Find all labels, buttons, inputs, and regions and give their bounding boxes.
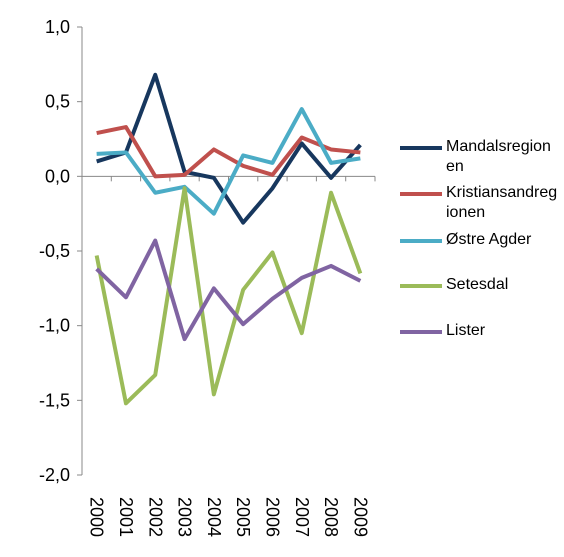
y-tick-label: 0,0	[45, 166, 70, 186]
series-line	[96, 125, 361, 179]
x-tick-label: 2006	[262, 497, 282, 537]
series-line	[95, 238, 362, 342]
series-line	[94, 186, 363, 406]
x-tick-label: 2008	[321, 497, 341, 537]
x-tick-label: 2001	[116, 497, 136, 537]
legend-swatch	[400, 146, 442, 150]
x-tick-label: 2000	[87, 497, 107, 537]
series-line	[96, 107, 361, 216]
x-tick-label: 2005	[233, 497, 253, 537]
legend-item: Mandalsregionen	[400, 137, 558, 177]
legend-item: Lister	[400, 321, 558, 341]
x-tick-label: 2009	[350, 497, 370, 537]
legend-swatch	[400, 330, 442, 334]
x-tick-label: 2007	[292, 497, 312, 537]
y-tick-label: -1,0	[39, 316, 70, 336]
y-tick-label: 0,5	[45, 92, 70, 112]
legend-label: Lister	[446, 322, 486, 339]
x-tick-label: 2004	[204, 497, 224, 537]
legend-swatch	[400, 192, 442, 196]
x-tick-label: 2003	[175, 497, 195, 537]
y-tick-label: 1,0	[45, 17, 70, 37]
y-tick-label: -1,5	[39, 390, 70, 410]
x-tick-label: 2002	[145, 497, 165, 537]
legend-item: Kristiansandregionen	[400, 183, 558, 223]
legend-swatch	[400, 239, 442, 243]
legend-item: Østre Agder	[400, 230, 558, 250]
legend-item: Setesdal	[400, 275, 558, 295]
legend-label: Setesdal	[446, 276, 509, 293]
series-line	[96, 72, 362, 225]
y-tick-label: -2,0	[39, 465, 70, 485]
legend-label: Kristiansandregionen	[446, 184, 558, 221]
y-tick-label: -0,5	[39, 241, 70, 261]
legend-label: Østre Agder	[446, 231, 532, 248]
legend-label: Mandalsregionen	[446, 138, 551, 175]
legend-swatch	[400, 284, 442, 288]
